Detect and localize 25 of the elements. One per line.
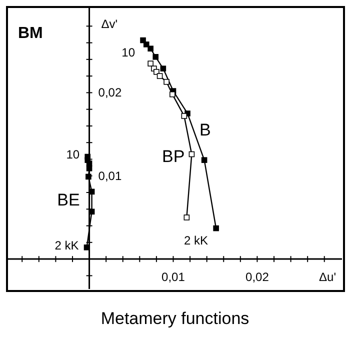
x-axis-title: Δu': [319, 270, 336, 284]
point: [170, 91, 176, 98]
point: [143, 42, 150, 48]
annotation: 2 kK: [184, 233, 208, 248]
point: [152, 54, 159, 60]
point: [164, 78, 170, 85]
annotation: 10: [122, 45, 136, 60]
point: [156, 73, 163, 79]
point: [188, 151, 195, 158]
point: [184, 214, 190, 220]
point: [148, 46, 154, 52]
text: BM: [18, 25, 43, 42]
series-label: BE: [57, 190, 80, 210]
point: [181, 113, 188, 119]
point: [160, 66, 166, 72]
annotation: 10: [66, 148, 80, 162]
text: Metamery functions: [100, 309, 250, 329]
series-label: B: [200, 120, 211, 140]
annotation: 2 kK: [54, 238, 79, 252]
point: [86, 165, 92, 172]
series-label: BP: [162, 147, 185, 166]
point: [148, 60, 154, 66]
point: [201, 157, 208, 163]
point: [213, 225, 219, 232]
y-axis-title: Δv': [101, 17, 118, 31]
